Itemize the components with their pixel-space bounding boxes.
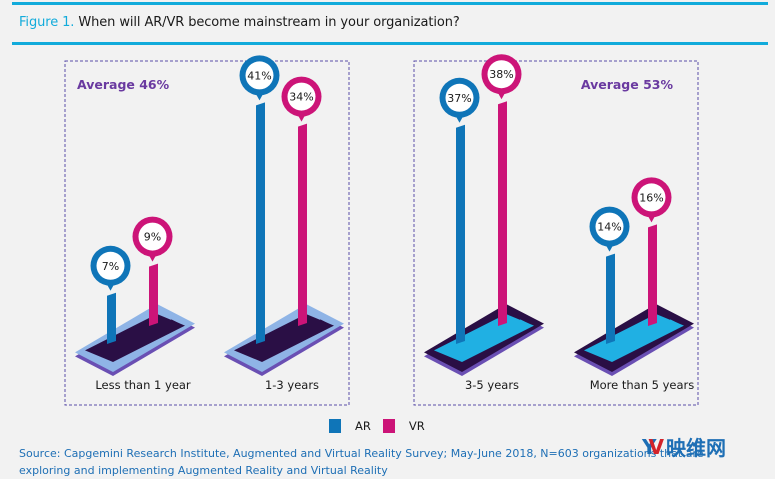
pin-inner bbox=[637, 183, 666, 212]
phone-speaker bbox=[669, 319, 679, 325]
data-label-ar: 14% bbox=[597, 221, 621, 234]
category-label: More than 5 years bbox=[590, 378, 695, 392]
bar-vr bbox=[149, 263, 158, 326]
watermark-logo: YV bbox=[642, 434, 664, 459]
pin-inner bbox=[595, 212, 624, 241]
category-label: 1-3 years bbox=[265, 378, 319, 392]
data-label-ar: 37% bbox=[447, 92, 471, 105]
legend-label-ar: AR bbox=[355, 419, 371, 433]
figure-question: When will AR/VR become mainstream in you… bbox=[78, 15, 460, 30]
watermark: YV 映维网 bbox=[642, 432, 726, 461]
phone-home-button bbox=[91, 346, 99, 354]
pin-inner bbox=[138, 222, 167, 251]
phone-screen bbox=[85, 314, 185, 362]
phone-screen bbox=[234, 314, 334, 362]
panel-1-border bbox=[64, 60, 350, 406]
data-label-vr: 16% bbox=[639, 191, 663, 204]
phone-home-button bbox=[590, 346, 598, 354]
top-rule bbox=[12, 2, 768, 5]
panel-1-average: Average 46% bbox=[77, 77, 170, 92]
phone-speaker bbox=[170, 319, 180, 325]
bar-ar bbox=[256, 102, 265, 345]
pin-inner bbox=[487, 60, 516, 89]
bar-ar bbox=[606, 253, 615, 344]
bar-vr bbox=[498, 101, 507, 326]
phone-home-button bbox=[240, 346, 248, 354]
phone-speaker bbox=[519, 319, 529, 325]
source-note: Source: Capgemini Research Institute, Au… bbox=[19, 447, 704, 477]
legend-swatch-vr bbox=[382, 419, 395, 433]
title-rule bbox=[12, 42, 768, 45]
bar-ar bbox=[107, 292, 116, 344]
pin-inner bbox=[287, 82, 316, 111]
phone-screen bbox=[434, 314, 534, 362]
data-label-vr: 38% bbox=[489, 68, 513, 81]
panel-2-average: Average 53% bbox=[581, 77, 674, 92]
figure-label: Figure 1. bbox=[19, 15, 75, 30]
phone-home-button bbox=[440, 346, 448, 354]
legend-item-vr: VR bbox=[382, 419, 425, 433]
phone-speaker bbox=[319, 319, 329, 325]
bar-vr bbox=[648, 224, 657, 326]
data-label-ar: 41% bbox=[247, 69, 271, 82]
bar-ar bbox=[456, 124, 465, 344]
data-label-vr: 9% bbox=[144, 231, 161, 244]
figure-title: Figure 1. When will AR/VR become mainstr… bbox=[19, 15, 460, 30]
legend: AR VR bbox=[329, 419, 437, 433]
pin-inner bbox=[245, 61, 274, 90]
phone-screen bbox=[584, 314, 684, 362]
data-label-ar: 7% bbox=[102, 260, 119, 273]
pin-inner bbox=[445, 83, 474, 112]
legend-item-ar: AR bbox=[329, 419, 371, 433]
category-label: Less than 1 year bbox=[95, 378, 191, 392]
watermark-text: 映维网 bbox=[665, 436, 726, 460]
pin-inner bbox=[96, 251, 125, 280]
data-label-vr: 34% bbox=[289, 91, 313, 104]
bar-vr bbox=[298, 123, 307, 326]
panel-2-border bbox=[413, 60, 699, 406]
legend-swatch-ar bbox=[329, 419, 341, 433]
category-label: 3-5 years bbox=[465, 378, 519, 392]
legend-label-vr: VR bbox=[408, 419, 425, 433]
